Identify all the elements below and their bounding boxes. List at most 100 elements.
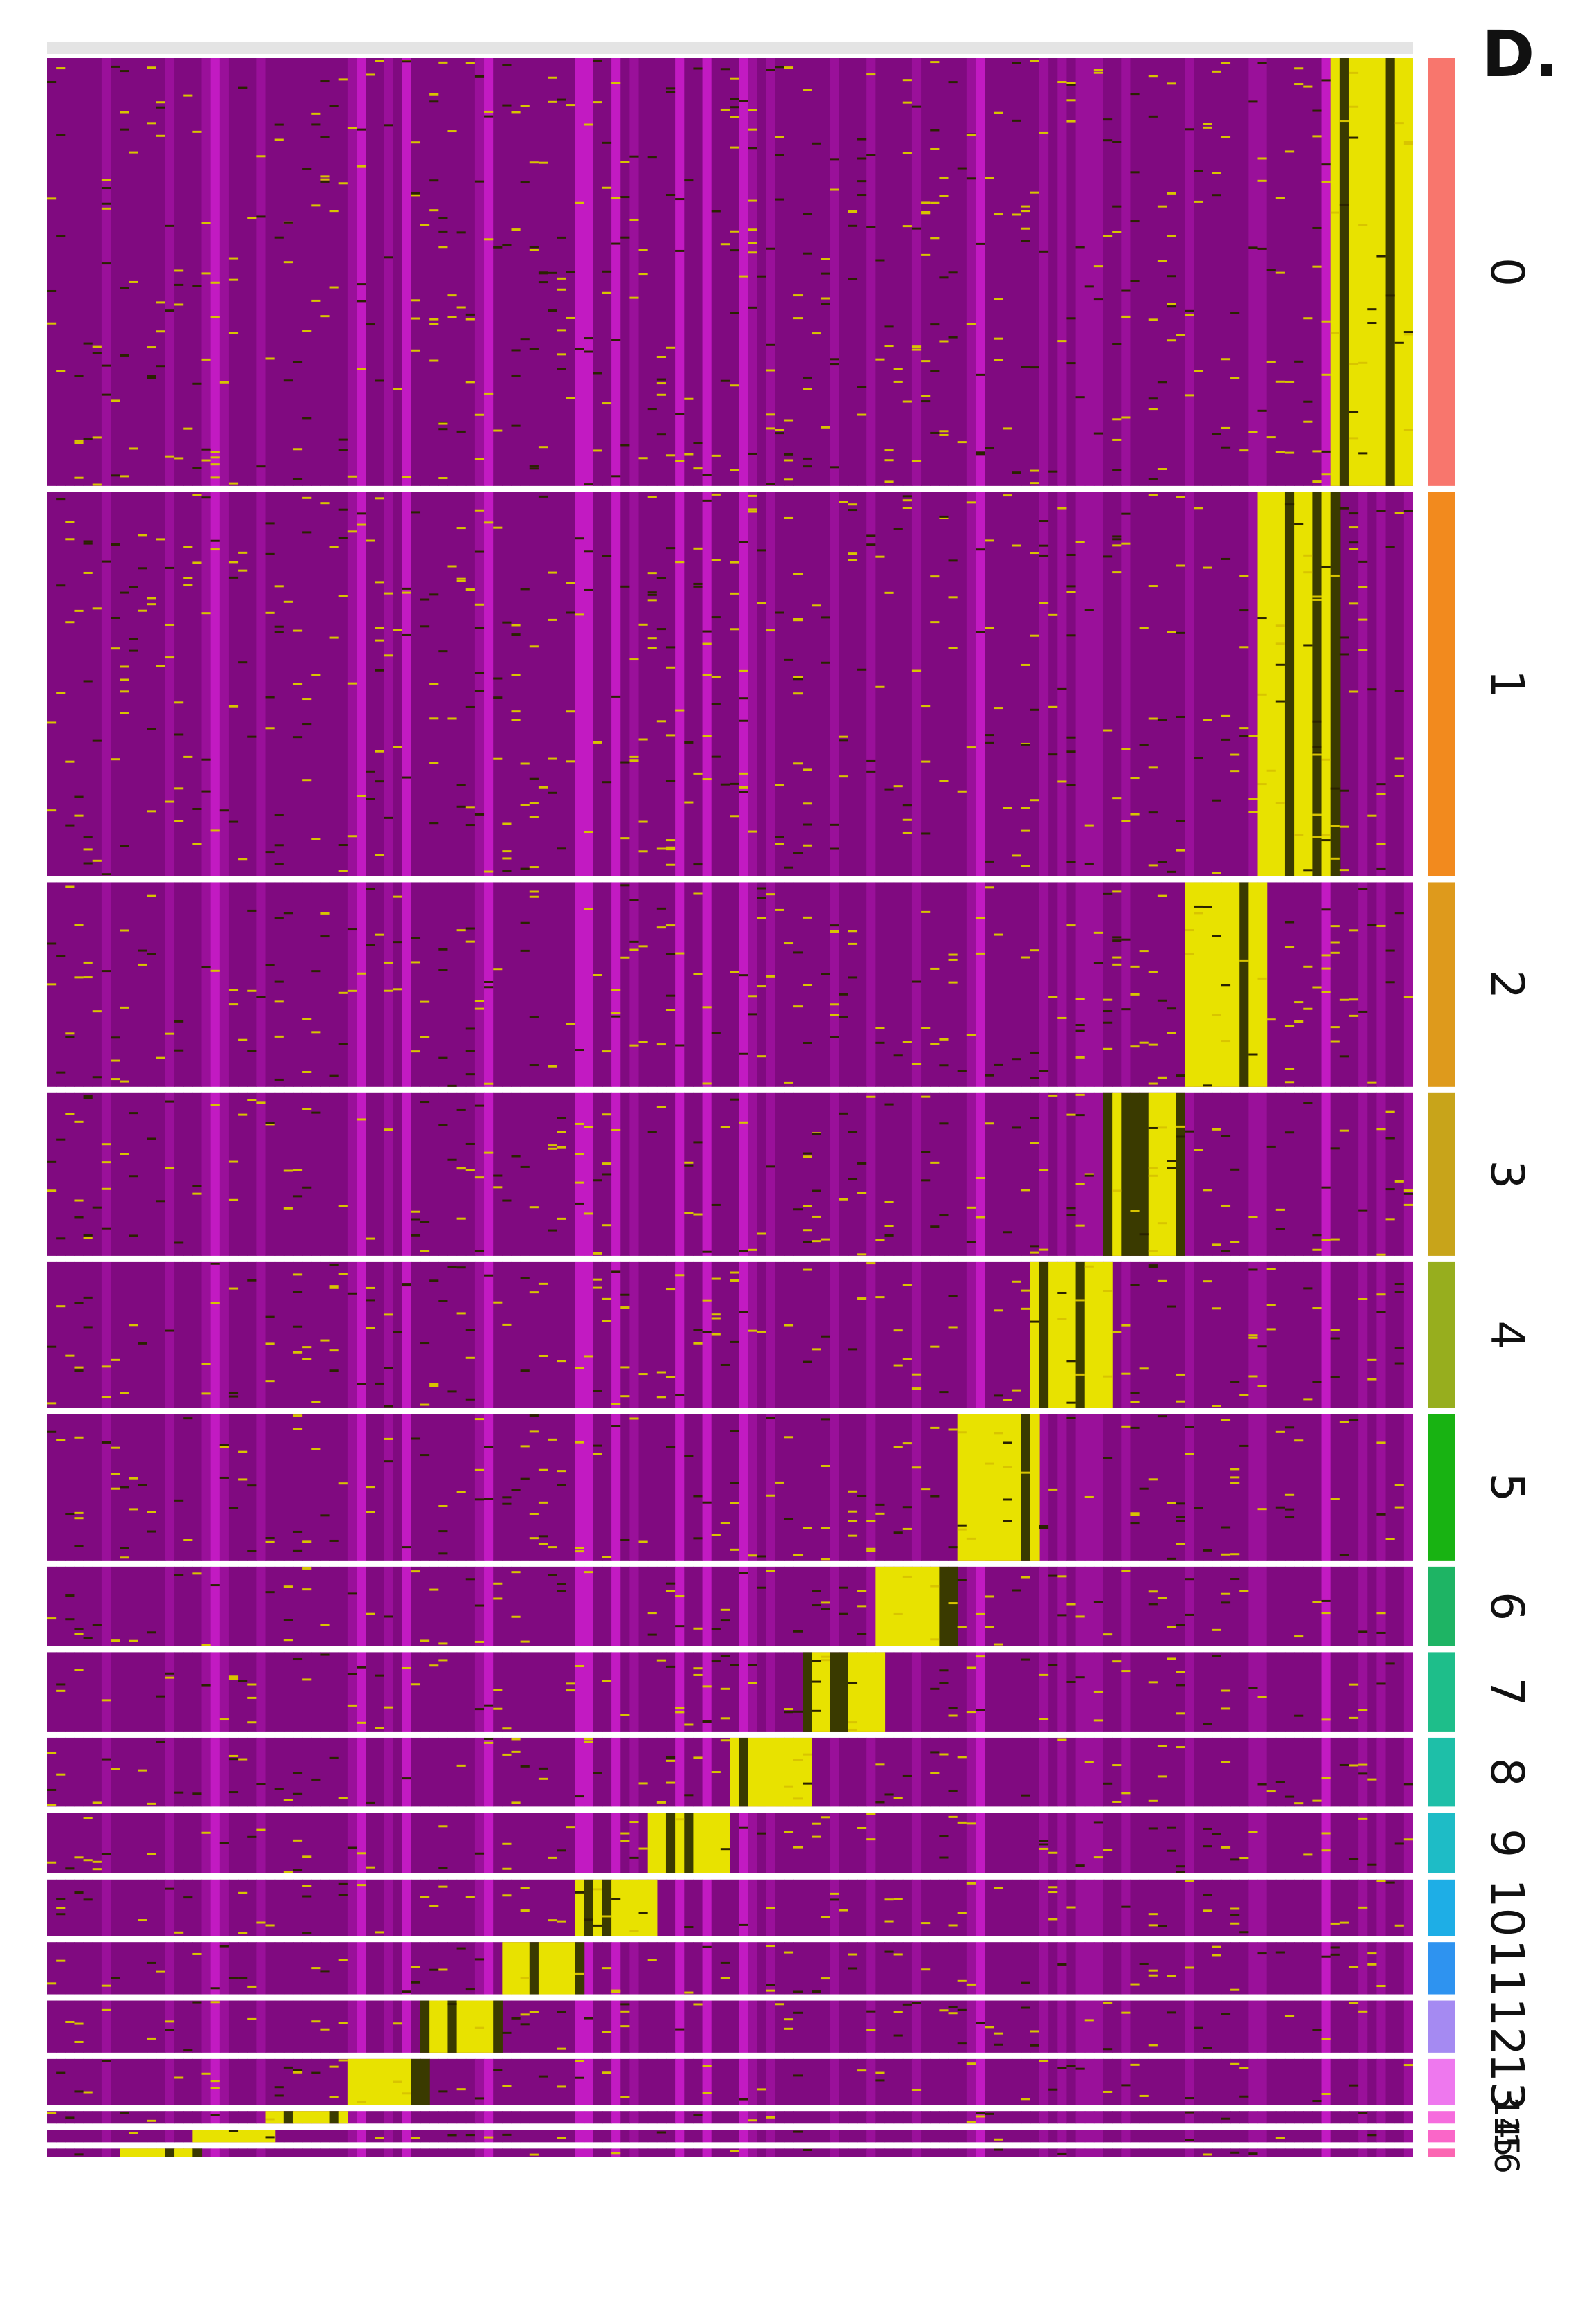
heat-cell: [1221, 1813, 1231, 1873]
heat-speck: [311, 299, 321, 302]
heat-cell: [384, 1737, 394, 1807]
heat-cell: [611, 1652, 621, 1732]
heat-cell: [839, 1942, 849, 1995]
heat-cell-high: [930, 1566, 940, 1646]
heat-cell: [948, 1813, 958, 1873]
heat-cell: [402, 1566, 412, 1646]
heat-speck: [620, 196, 630, 199]
heat-speck: [283, 2066, 293, 2069]
heat-cell: [611, 1942, 621, 1995]
heat-cell: [1294, 2111, 1304, 2124]
heat-cell: [101, 2111, 111, 2124]
heat-cell: [83, 1879, 93, 1936]
heat-speck: [575, 1049, 584, 1052]
heat-cell: [411, 2111, 421, 2124]
heat-speck: [730, 971, 739, 973]
heat-speck: [83, 542, 93, 545]
heat-speck: [921, 210, 931, 213]
heat-cell-high: [1394, 58, 1404, 486]
heat-cell: [1330, 2058, 1341, 2105]
heat-cell: [848, 882, 858, 1087]
heat-speck: [839, 1016, 848, 1018]
heat-cell: [839, 1414, 849, 1561]
heat-speck: [384, 124, 393, 127]
heat-cell: [893, 1652, 904, 1732]
heat-speck: [120, 475, 129, 478]
heat-speck: [493, 1301, 503, 1304]
heat-speck: [994, 933, 1003, 936]
heat-speck: [1376, 793, 1386, 795]
heat-speck: [1148, 1969, 1158, 1972]
heat-cell: [274, 2000, 285, 2053]
heat-speck: [1167, 870, 1176, 873]
heat-speck: [1048, 1918, 1058, 1921]
heat-speck: [766, 1989, 775, 1992]
heat-cell: [520, 1566, 530, 1646]
heat-cell: [1167, 2058, 1176, 2105]
heat-speck: [228, 1198, 239, 1201]
heat-cell: [420, 1414, 430, 1561]
heat-speck: [1112, 956, 1122, 959]
heat-cell: [411, 882, 421, 1087]
heat-cell: [1103, 1652, 1113, 1732]
heat-speck: [857, 1590, 867, 1592]
heat-speck: [620, 1840, 630, 1842]
heat-speck: [1248, 1268, 1258, 1271]
heat-cell: [1230, 58, 1240, 486]
heat-speck: [921, 1968, 931, 1971]
heat-speck: [156, 1200, 165, 1203]
heat-cell: [1048, 1813, 1058, 1873]
heat-cell: [156, 1737, 166, 1807]
heat-cell: [821, 58, 831, 486]
heat-cell: [647, 1942, 658, 1995]
heat-cell: [456, 2111, 467, 2124]
heat-cell: [265, 2000, 276, 2053]
heat-cell: [930, 1879, 940, 1936]
heat-cell: [356, 2000, 366, 2053]
heat-speck: [1176, 1871, 1185, 1873]
heat-cell: [1167, 58, 1176, 486]
heat-speck: [812, 1680, 821, 1683]
heat-cell: [1066, 2000, 1077, 2053]
heat-speck: [675, 1595, 685, 1598]
heat-speck: [1239, 735, 1249, 737]
heat-speck: [1239, 575, 1249, 577]
heat-speck: [1303, 1007, 1313, 1010]
heat-speck: [1330, 787, 1340, 790]
heat-cell: [1139, 2000, 1149, 2053]
heat-speck: [1030, 634, 1039, 637]
heat-speck: [1057, 2067, 1067, 2069]
heat-cell: [1176, 2111, 1185, 2124]
heat-cell: [1330, 882, 1341, 1087]
heat-cell: [1021, 882, 1031, 1087]
heat-speck: [1239, 1857, 1249, 1860]
heat-speck: [183, 427, 193, 430]
heat-speck: [830, 1898, 839, 1901]
heat-cell: [538, 492, 548, 876]
heat-speck: [320, 136, 330, 138]
heat-speck: [711, 210, 721, 213]
heat-cell: [511, 882, 521, 1087]
heat-cell: [611, 1566, 621, 1646]
heat-cell: [265, 1566, 276, 1646]
heat-cell: [111, 58, 120, 486]
heat-speck: [101, 393, 111, 396]
heat-cell-high: [1121, 1092, 1131, 1256]
heat-cell: [720, 58, 730, 486]
heat-speck: [629, 1417, 639, 1420]
heat-cell: [338, 882, 348, 1087]
heat-speck: [1403, 1192, 1413, 1195]
heat-speck: [1176, 849, 1185, 852]
heat-cell: [56, 1813, 66, 1873]
heat-speck: [866, 1262, 876, 1265]
heat-speck: [557, 1590, 566, 1592]
heat-cell: [821, 1414, 831, 1561]
heat-speck: [793, 852, 803, 854]
heat-cell: [329, 1652, 339, 1732]
heat-speck: [474, 1498, 485, 1501]
heat-cell: [493, 1092, 503, 1256]
heat-speck: [456, 430, 466, 433]
heat-speck: [620, 1395, 630, 1398]
heat-speck: [484, 115, 494, 118]
heat-speck: [465, 318, 475, 321]
